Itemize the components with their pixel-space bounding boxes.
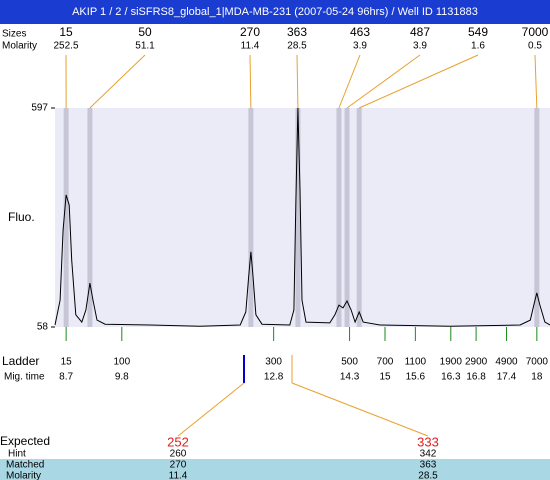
peak-molarity: 0.5 (528, 41, 542, 52)
peak-molarity: 1.6 (471, 41, 485, 52)
plot-area (55, 108, 550, 327)
peak-link (358, 54, 479, 109)
peak-band (295, 108, 301, 327)
peak-size: 463 (350, 25, 370, 39)
peak-molarity: 11.4 (241, 41, 260, 52)
peak-molarity: 3.9 (353, 41, 367, 52)
ladder-time: 15 (379, 372, 391, 383)
hint-size: 260 (170, 449, 187, 460)
hint-label: Hint (8, 449, 26, 460)
matched-label: Matched (6, 460, 44, 471)
ladder-size: 2900 (465, 357, 488, 368)
matched-molarity: 28.5 (418, 471, 438, 480)
peak-link (89, 54, 146, 109)
ladder-size: 7000 (526, 357, 549, 368)
ladder-time: 15.6 (406, 372, 426, 383)
peak-link (296, 54, 299, 109)
ladder-time: 17.4 (497, 372, 517, 383)
expected-link (291, 382, 429, 437)
ladder-size: 15 (61, 357, 73, 368)
peak-molarity: 252.5 (53, 41, 78, 52)
expected-link (177, 382, 245, 437)
mig-time-label: Mig. time (4, 372, 45, 383)
peak-band (534, 108, 540, 327)
title: AKIP 1 / 2 / siSFRS8_global_1|MDA-MB-231… (72, 6, 478, 18)
peak-band (63, 108, 69, 327)
peak-size: 7000 (522, 25, 549, 39)
ladder-time: 18 (531, 372, 543, 383)
matched-size: 270 (170, 460, 187, 471)
y-tick-label: 58 (37, 322, 49, 333)
hint-size: 342 (420, 449, 437, 460)
expected-size: 333 (417, 434, 439, 449)
peak-band (87, 108, 93, 327)
ladder-time: 12.8 (264, 372, 284, 383)
peak-band (344, 108, 350, 327)
expected-label: Expected (0, 434, 50, 448)
peak-link (249, 54, 252, 109)
ladder-time: 9.8 (115, 372, 129, 383)
title-bar (0, 0, 550, 24)
ladder-time: 16.8 (466, 372, 486, 383)
expected-size: 252 (167, 434, 189, 449)
ladder-time: 16.3 (441, 372, 461, 383)
matched-molarity: 11.4 (169, 471, 188, 480)
peak-size: 363 (287, 25, 307, 39)
ladder-size: 300 (265, 357, 282, 368)
ladder-size: 1900 (440, 357, 463, 368)
peak-link (534, 54, 538, 109)
size-row-label: Sizes (2, 29, 26, 40)
ladder-label: Ladder (2, 354, 39, 368)
peak-link (338, 54, 361, 109)
peak-band (248, 108, 254, 327)
ladder-size: 500 (341, 357, 358, 368)
molarity-row-label: Molarity (2, 41, 37, 52)
peak-molarity: 28.5 (287, 41, 307, 52)
y-axis-label: Fluo. (8, 210, 35, 224)
peak-size: 549 (468, 25, 488, 39)
peak-band (336, 108, 342, 327)
peak-molarity: 3.9 (413, 41, 427, 52)
ladder-size: 4900 (495, 357, 518, 368)
matched-size: 363 (420, 460, 437, 471)
peak-molarity: 51.1 (135, 41, 155, 52)
ladder-time: 14.3 (340, 372, 360, 383)
ladder-time: 8.7 (59, 372, 73, 383)
peak-band (356, 108, 362, 327)
peak-size: 487 (410, 25, 430, 39)
trace (54, 107, 550, 327)
ladder-size: 1100 (405, 357, 427, 368)
peak-size: 50 (138, 25, 152, 39)
peak-link (346, 54, 421, 109)
matched-band (0, 459, 550, 480)
ladder-size: 100 (113, 357, 130, 368)
peak-size: 15 (59, 25, 73, 39)
y-tick-label: 597 (31, 103, 48, 114)
ladder-size: 700 (377, 357, 394, 368)
molarity-label: Molarity (6, 471, 41, 480)
peak-size: 270 (240, 25, 260, 39)
